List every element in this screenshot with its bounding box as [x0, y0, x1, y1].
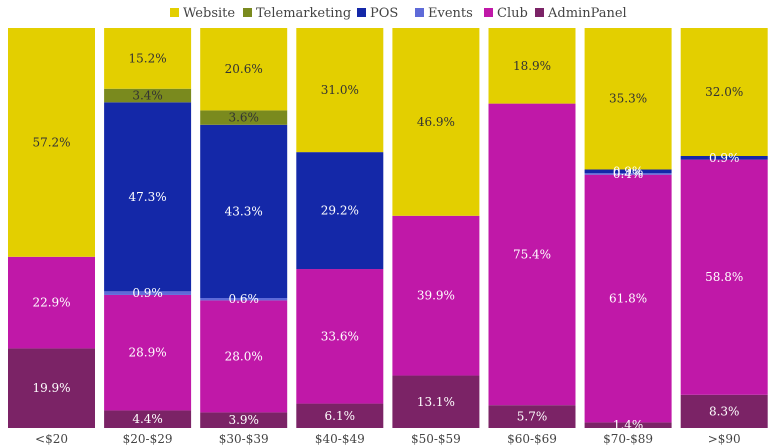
bar-club-60-69: [488, 103, 576, 406]
bar-club-30-39: [200, 300, 288, 413]
data-label-website-gt90: 32.0%: [705, 85, 743, 99]
data-label-website-lt20: 57.2%: [32, 135, 70, 149]
bar-telemarketing-20-29: [104, 88, 192, 103]
data-label-club-lt20: 22.9%: [32, 296, 70, 310]
bar-adminpanel-70-89: [584, 422, 672, 428]
data-label-events-20-29: 0.9%: [132, 286, 163, 300]
legend-label-website: Website: [183, 6, 235, 21]
data-label-adminpanel-50-59: 13.1%: [417, 395, 455, 409]
legend-swatch-club: [484, 8, 493, 17]
x-tick-label-lt20: <$20: [35, 432, 68, 446]
bar-website-40-49: [296, 28, 384, 153]
bar-website-gt90: [680, 28, 768, 156]
legend-swatch-pos: [357, 8, 366, 17]
bar-adminpanel-60-69: [488, 405, 576, 428]
legend-label-club: Club: [497, 6, 528, 21]
x-tick-label-50-59: $50-$59: [411, 432, 461, 446]
bar-adminpanel-40-49: [296, 403, 384, 428]
legend-label-telemarketing: Telemarketing: [256, 6, 351, 21]
bar-adminpanel-20-29: [104, 410, 192, 428]
x-tick-label-40-49: $40-$49: [315, 432, 365, 446]
data-label-adminpanel-lt20: 19.9%: [32, 381, 70, 395]
data-label-website-20-29: 15.2%: [129, 51, 167, 65]
bar-adminpanel-lt20: [8, 348, 95, 428]
data-label-pos-70-89: 0.9%: [613, 164, 644, 178]
bar-events-70-89: [584, 173, 672, 175]
legend-label-pos: POS: [370, 6, 398, 21]
data-label-website-60-69: 18.9%: [513, 59, 551, 73]
bar-website-60-69: [488, 28, 576, 104]
data-label-adminpanel-60-69: 5.7%: [517, 410, 548, 424]
legend-swatch-adminpanel: [535, 8, 544, 17]
bar-adminpanel-gt90: [680, 394, 768, 428]
bar-website-30-39: [200, 28, 288, 111]
bar-website-70-89: [584, 28, 672, 170]
bar-website-20-29: [104, 28, 192, 89]
legend: Website Telemarketing POS Events Club AdminPa…: [170, 6, 627, 21]
bar-club-lt20: [8, 256, 95, 349]
data-label-telemarketing-20-29: 3.4%: [132, 89, 163, 103]
data-label-website-40-49: 31.0%: [321, 83, 359, 97]
data-label-events-30-39: 0.6%: [228, 292, 259, 306]
data-label-pos-gt90: 0.9%: [709, 151, 740, 165]
bar-telemarketing-30-39: [200, 110, 288, 125]
bar-website-lt20: [8, 28, 95, 257]
legend-label-adminpanel: AdminPanel: [547, 6, 627, 21]
data-label-adminpanel-30-39: 3.9%: [228, 413, 259, 427]
legend-swatch-events: [415, 8, 424, 17]
bar-pos-gt90: [680, 156, 768, 160]
data-label-website-50-59: 46.9%: [417, 115, 455, 129]
bar-events-30-39: [200, 298, 288, 301]
bar-pos-20-29: [104, 102, 192, 292]
bar-events-20-29: [104, 291, 192, 295]
data-label-pos-40-49: 29.2%: [321, 204, 359, 218]
bars: [8, 28, 768, 428]
x-tick-label-20-29: $20-$29: [123, 432, 173, 446]
legend-swatch-telemarketing: [243, 8, 252, 17]
bar-pos-70-89: [584, 169, 672, 174]
data-label-club-70-89: 61.8%: [609, 292, 647, 306]
data-label-club-60-69: 75.4%: [513, 247, 551, 261]
bar-club-70-89: [584, 174, 672, 423]
data-label-events-70-89: 0.4%: [613, 167, 644, 181]
bar-club-50-59: [392, 215, 480, 376]
legend-swatch-website: [170, 8, 179, 17]
bar-adminpanel-30-39: [200, 412, 288, 428]
data-label-club-30-39: 28.0%: [225, 349, 263, 363]
x-axis-ticks: <$20 $20-$29 $30-$39 $40-$49 $50-$59 $60-$69 $…: [35, 432, 741, 446]
data-label-website-70-89: 35.3%: [609, 92, 647, 106]
bar-website-50-59: [392, 28, 480, 216]
bar-club-40-49: [296, 269, 384, 404]
x-tick-label-60-69: $60-$69: [507, 432, 557, 446]
legend-label-events: Events: [428, 6, 473, 21]
bar-pos-40-49: [296, 152, 384, 270]
data-label-club-20-29: 28.9%: [129, 346, 167, 360]
data-label-adminpanel-70-89: 1.4%: [613, 418, 644, 432]
data-label-club-50-59: 39.9%: [417, 289, 455, 303]
data-label-telemarketing-30-39: 3.6%: [228, 111, 259, 125]
x-tick-label-70-89: $70-$89: [603, 432, 653, 446]
bar-club-20-29: [104, 294, 192, 411]
data-label-adminpanel-40-49: 6.1%: [325, 409, 356, 423]
x-tick-label-30-39: $30-$39: [219, 432, 269, 446]
x-tick-label-gt90: >$90: [708, 432, 741, 446]
data-label-adminpanel-20-29: 4.4%: [132, 412, 163, 426]
data-label-pos-20-29: 47.3%: [129, 190, 167, 204]
data-label-club-gt90: 58.8%: [705, 270, 743, 284]
data-label-adminpanel-gt90: 8.3%: [709, 404, 740, 418]
bar-adminpanel-50-59: [392, 375, 480, 428]
bar-club-gt90: [680, 159, 768, 395]
data-label-pos-30-39: 43.3%: [225, 204, 263, 218]
data-labels: 19.9% 22.9% 57.2% 4.4% 28.9% 0.9% 47.3% 3.4% 15.…: [32, 51, 743, 432]
bar-pos-30-39: [200, 124, 288, 298]
data-label-website-30-39: 20.6%: [225, 62, 263, 76]
data-label-club-40-49: 33.6%: [321, 329, 359, 343]
